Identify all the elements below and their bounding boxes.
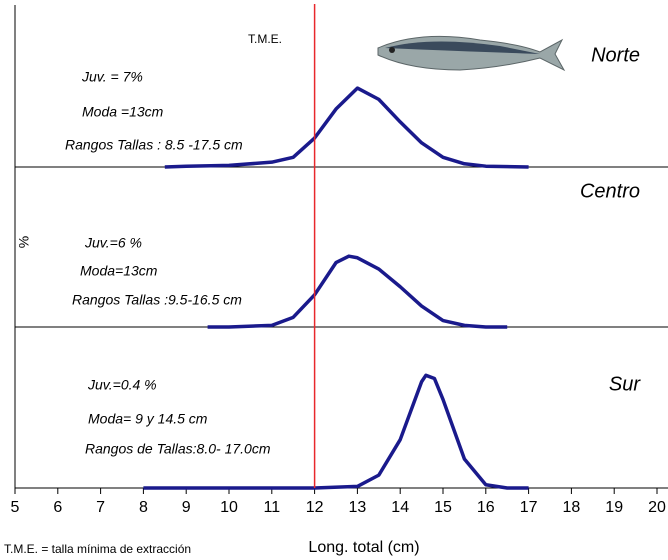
x-tick-label: 6 [53, 499, 62, 516]
x-tick-label: 13 [349, 499, 367, 516]
x-tick-label: 10 [220, 499, 238, 516]
annotation: Rangos Tallas :9.5-16.5 cm [72, 292, 242, 308]
panel-name: Centro [580, 180, 640, 202]
distribution-curve [207, 254, 508, 329]
fish-icon [377, 35, 566, 72]
annotation: Rangos de Tallas:8.0- 17.0cm [85, 441, 271, 457]
x-tick-label: 19 [605, 499, 623, 516]
annotation: Juv.=0.4 % [87, 377, 157, 393]
x-tick-label: 7 [96, 499, 105, 516]
x-tick-label: 16 [477, 499, 495, 516]
x-tick-label: 18 [563, 499, 581, 516]
annotation: Juv. = 7% [81, 69, 143, 85]
x-tick-label: 14 [391, 499, 409, 516]
annotation: Moda=13cm [80, 263, 158, 279]
annotation: Moda= 9 y 14.5 cm [88, 411, 208, 427]
x-tick-label: 20 [648, 499, 666, 516]
annotation: Juv.=6 % [84, 235, 142, 251]
annotation: Rangos Tallas : 8.5 -17.5 cm [65, 137, 243, 153]
x-tick-label: 12 [306, 499, 324, 516]
distribution-curve [164, 86, 529, 169]
x-tick-label: 15 [434, 499, 452, 516]
x-tick-label: 8 [139, 499, 148, 516]
distribution-curve [143, 373, 529, 490]
vline-label: T.M.E. [248, 32, 282, 46]
x-tick-label: 9 [182, 499, 191, 516]
annotation: Moda =13cm [82, 104, 164, 120]
x-tick-label: 11 [263, 499, 280, 516]
footnote: T.M.E. = talla mínima de extracción [4, 542, 191, 556]
x-tick-label: 17 [520, 499, 538, 516]
x-tick-label: 5 [11, 499, 20, 516]
panel-name: Norte [591, 44, 640, 66]
panel-name: Sur [609, 373, 641, 395]
y-axis-label: % [16, 236, 32, 248]
x-axis-label: Long. total (cm) [308, 539, 419, 556]
